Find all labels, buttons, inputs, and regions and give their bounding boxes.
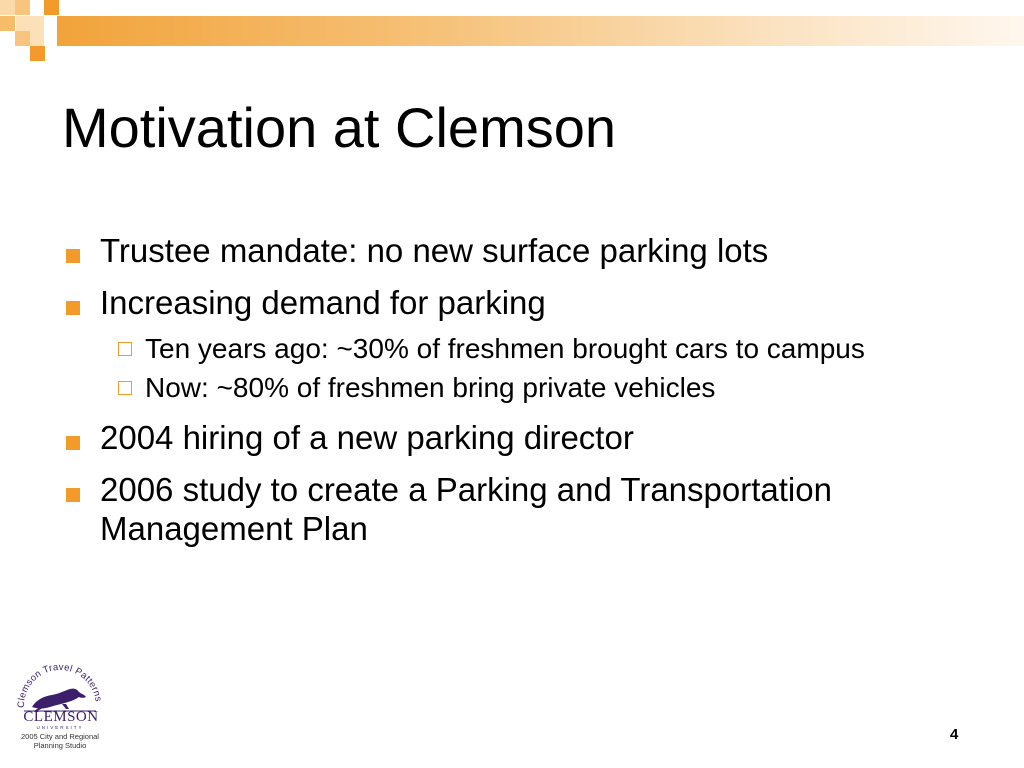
deco-square [15, 0, 30, 15]
logo-wordmark: CLEMSON [23, 709, 99, 725]
bullet-item: 2004 hiring of a new parking director [62, 419, 962, 458]
bullet-item: Trustee mandate: no new surface parking … [62, 232, 962, 271]
logo-caption-line: 2005 City and Regional [21, 732, 99, 741]
bullet-item: Increasing demand for parking [62, 284, 962, 323]
page-number: 4 [950, 726, 959, 743]
logo-university-label: UNIVERSITY [36, 725, 84, 730]
square-bullet-icon [66, 488, 80, 502]
sub-bullet-text: Ten years ago: ~30% of freshmen brought … [145, 332, 865, 364]
bullet-text: Increasing demand for parking [100, 283, 546, 321]
bullet-list: Trustee mandate: no new surface parking … [62, 232, 962, 562]
deco-square [0, 0, 15, 15]
bullet-text: 2006 study to create a Parking and Trans… [100, 471, 832, 547]
deco-square [30, 46, 45, 61]
deco-square [15, 31, 30, 46]
deco-square [0, 16, 15, 31]
hollow-square-bullet-icon [118, 341, 132, 356]
sub-bullet-item: Ten years ago: ~30% of freshmen brought … [114, 332, 962, 366]
bullet-text: 2004 hiring of a new parking director [100, 419, 634, 457]
deco-square [44, 0, 59, 15]
logo-caption: 2005 City and Regional Planning Studio [10, 732, 110, 751]
square-bullet-icon [66, 249, 80, 263]
sub-bullet-item: Now: ~80% of freshmen bring private vehi… [114, 371, 962, 405]
logo-caption-line: Planning Studio [33, 741, 87, 751]
square-bullet-icon [66, 300, 80, 315]
tiger-emblem-icon: Clemson Travel Patterns [16, 664, 104, 712]
bullet-text: Trustee mandate: no new surface parking … [100, 232, 769, 269]
clemson-travel-patterns-logo: Clemson Travel Patterns CLEMSON UNIVERSI… [10, 664, 110, 754]
bullet-item: 2006 study to create a Parking and Trans… [62, 471, 962, 549]
header-gradient-band [57, 16, 1024, 46]
hollow-square-bullet-icon [118, 381, 132, 396]
sub-bullet-text: Now: ~80% of freshmen bring private vehi… [145, 372, 716, 404]
square-bullet-icon [66, 436, 80, 451]
slide-title: Motivation at Clemson [62, 96, 617, 159]
